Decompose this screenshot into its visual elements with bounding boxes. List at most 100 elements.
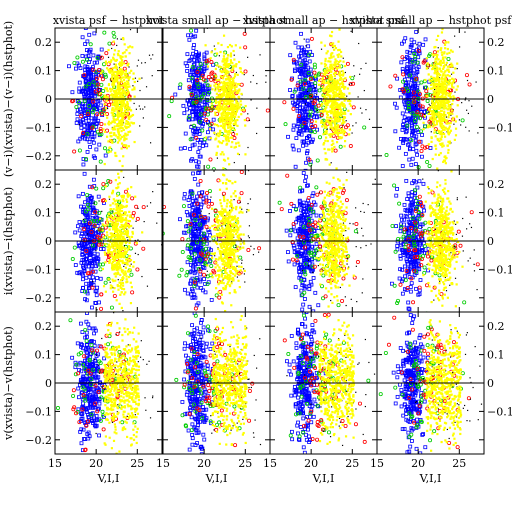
data-point <box>342 85 345 88</box>
data-point <box>311 101 313 103</box>
data-point <box>393 101 397 106</box>
data-point <box>331 139 334 142</box>
data-point <box>122 227 125 231</box>
data-point <box>300 123 305 128</box>
data-point <box>320 48 323 50</box>
data-point <box>334 87 338 90</box>
data-point <box>125 147 128 150</box>
data-point <box>423 58 428 63</box>
data-point <box>228 62 231 66</box>
data-point <box>400 41 404 46</box>
data-point <box>126 195 130 198</box>
data-point <box>133 86 136 89</box>
data-point <box>123 137 126 140</box>
data-point <box>435 66 438 69</box>
data-point <box>100 238 104 241</box>
data-point <box>102 30 107 35</box>
data-point <box>403 151 408 156</box>
data-point <box>113 121 116 124</box>
data-point <box>122 310 124 312</box>
data-point <box>91 243 96 248</box>
data-point <box>94 103 98 108</box>
data-point <box>429 105 432 109</box>
data-point <box>475 81 477 83</box>
data-point <box>111 190 114 193</box>
data-point <box>85 137 90 142</box>
data-point <box>122 128 125 132</box>
data-point <box>194 99 199 104</box>
data-point <box>104 199 108 203</box>
data-point <box>124 248 127 251</box>
data-point <box>230 86 233 90</box>
data-point <box>448 79 452 82</box>
data-point <box>439 132 442 136</box>
data-point <box>83 86 88 91</box>
data-point <box>122 76 125 79</box>
data-point <box>185 52 190 57</box>
data-point <box>333 80 336 83</box>
data-point <box>325 81 328 85</box>
data-point <box>344 71 346 74</box>
data-point <box>317 88 322 93</box>
data-point <box>223 87 226 90</box>
data-point <box>114 248 117 251</box>
data-point <box>444 56 447 59</box>
data-point <box>451 50 454 53</box>
data-point <box>106 246 109 249</box>
data-point <box>83 297 87 302</box>
data-point <box>118 101 121 104</box>
data-point <box>425 57 428 60</box>
data-point <box>96 309 98 311</box>
data-point <box>220 124 223 128</box>
data-point <box>340 127 343 129</box>
data-point <box>233 146 236 149</box>
data-point <box>233 86 236 90</box>
data-point <box>362 125 367 130</box>
data-point <box>419 110 424 114</box>
data-point <box>128 225 131 228</box>
data-point <box>135 267 140 272</box>
data-point <box>100 262 105 267</box>
data-point <box>117 229 121 232</box>
data-point <box>113 258 116 262</box>
data-point <box>125 250 128 253</box>
data-point <box>231 77 235 80</box>
data-point <box>177 85 182 90</box>
data-point <box>434 53 437 56</box>
data-point <box>344 64 347 68</box>
data-point <box>336 132 339 135</box>
data-point <box>130 121 133 124</box>
data-point <box>324 63 328 66</box>
data-point <box>442 66 445 69</box>
data-point <box>225 135 228 138</box>
data-point <box>128 270 131 273</box>
panel <box>269 27 378 171</box>
data-point <box>243 108 246 111</box>
data-point <box>138 105 140 107</box>
data-point <box>79 89 84 94</box>
data-point <box>420 133 424 137</box>
data-point <box>113 63 115 65</box>
data-point <box>414 124 419 129</box>
data-point <box>214 107 217 110</box>
data-point <box>357 96 359 98</box>
data-point <box>440 138 443 141</box>
data-point <box>218 94 221 97</box>
data-point <box>124 226 127 229</box>
data-point <box>123 98 126 102</box>
data-point <box>105 135 109 138</box>
data-point <box>219 101 222 104</box>
data-point <box>230 112 233 115</box>
data-point <box>224 63 227 67</box>
data-point <box>333 113 336 116</box>
data-point <box>123 212 125 214</box>
data-point <box>338 113 341 116</box>
data-point <box>117 217 121 220</box>
data-point <box>230 90 233 93</box>
data-point <box>421 42 426 47</box>
data-point <box>235 104 238 107</box>
data-point <box>225 115 228 118</box>
data-point <box>447 94 450 97</box>
data-point <box>122 84 125 87</box>
